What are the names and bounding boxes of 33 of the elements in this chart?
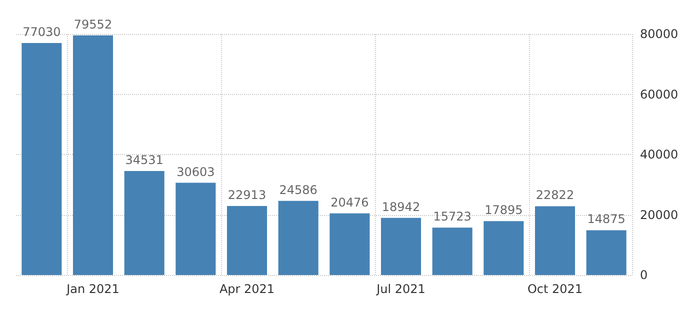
data-label: 18942: [382, 200, 420, 214]
y-tick-label: 60000: [640, 87, 678, 102]
x-tick-label: Jul 2021: [376, 282, 426, 296]
data-label: 30603: [176, 164, 215, 179]
data-label: 14875: [587, 212, 626, 226]
y-tick-label: 80000: [640, 27, 678, 41]
x-tick-label: Jan 2021: [66, 282, 120, 296]
bar: [278, 200, 318, 275]
data-label: 79552: [74, 17, 112, 32]
data-label: 20476: [330, 195, 369, 210]
bar: [432, 228, 472, 275]
data-label: 15723: [433, 210, 472, 224]
bar: [72, 35, 114, 275]
bar: [330, 213, 370, 275]
bar: [586, 230, 626, 275]
x-tick-label: Oct 2021: [527, 282, 583, 296]
bar: [380, 218, 422, 275]
y-tick-label: 0: [640, 268, 648, 282]
bar: [176, 182, 216, 275]
y-tick-label: 20000: [640, 208, 678, 222]
y-tick-label: 40000: [640, 148, 678, 162]
x-tick-label: Apr 2021: [219, 282, 275, 296]
data-label: 22913: [228, 188, 266, 202]
data-label: 77030: [22, 24, 61, 39]
bar: [484, 221, 524, 275]
bar: [22, 42, 62, 275]
data-label: 17895: [484, 203, 523, 218]
bar: [226, 206, 268, 275]
data-label: 24586: [279, 182, 318, 197]
data-label: 22822: [536, 188, 574, 202]
data-label: 34531: [125, 152, 164, 167]
bar: [534, 206, 576, 275]
bar: [124, 170, 164, 275]
